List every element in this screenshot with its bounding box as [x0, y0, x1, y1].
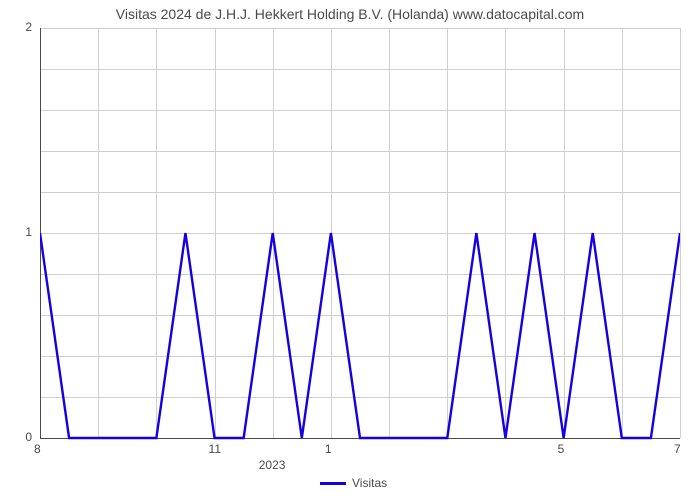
- y-tick-label: 2: [25, 20, 32, 34]
- plot-area: [40, 28, 680, 438]
- x-axis-sublabel: 2023: [259, 458, 286, 472]
- x-tick-label: 8: [34, 442, 41, 456]
- legend-swatch: [320, 482, 346, 485]
- y-tick-label: 0: [25, 430, 32, 444]
- y-tick-label: 1: [25, 225, 32, 239]
- series-line: [40, 28, 680, 440]
- x-tick-label: 5: [558, 442, 565, 456]
- chart-title: Visitas 2024 de J.H.J. Hekkert Holding B…: [0, 6, 700, 22]
- x-tick-label: 11: [209, 442, 221, 456]
- chart-container: { "chart": { "type": "line", "title": "V…: [0, 0, 700, 500]
- x-tick-label: 1: [325, 442, 332, 456]
- x-gridline: [680, 28, 681, 438]
- legend: Visitas: [320, 476, 387, 490]
- x-tick-label: 7: [674, 442, 681, 456]
- legend-label: Visitas: [352, 476, 387, 490]
